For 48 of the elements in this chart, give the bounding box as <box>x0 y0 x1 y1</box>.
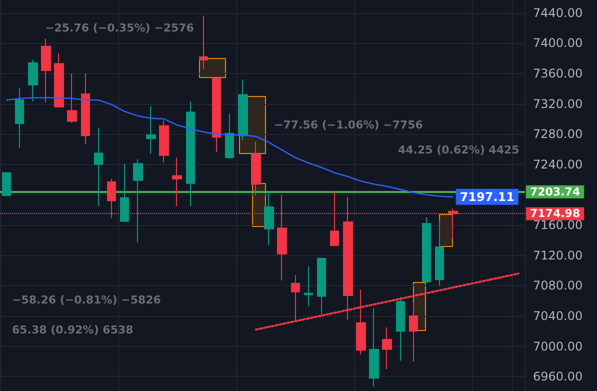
candlestick <box>212 78 221 153</box>
candlestick <box>133 158 143 243</box>
candlestick <box>225 113 234 159</box>
y-tick-label: 7440.00 <box>533 6 583 20</box>
candlestick <box>238 79 248 141</box>
candlestick <box>2 172 11 196</box>
candlestick <box>54 52 64 108</box>
y-tick-label: 7280.00 <box>533 127 583 142</box>
y-tick-label: 7400.00 <box>533 36 583 50</box>
candlestick <box>186 101 195 207</box>
candlestick <box>199 15 208 70</box>
candlestick <box>146 106 156 154</box>
candlestick <box>67 73 77 124</box>
candlestick <box>41 38 51 103</box>
data-label: 7197.11 <box>460 190 514 204</box>
y-tick-label: 7240.00 <box>533 157 583 172</box>
candlestick <box>304 265 313 307</box>
annotation: 65.38 (0.92%) 6538 <box>12 324 134 336</box>
candlestick <box>369 308 379 387</box>
candlestick <box>264 191 274 246</box>
candlestick <box>396 296 405 362</box>
y-tick-label: 7160.00 <box>533 218 583 232</box>
y-tick-label: 7320.00 <box>533 96 583 111</box>
candlestick <box>251 141 261 196</box>
annotation: −58.26 (−0.81%) −5826 <box>12 294 162 306</box>
candlestick <box>172 157 182 207</box>
candlestick <box>94 128 103 207</box>
candlestick <box>435 220 444 286</box>
y-tick-label: 7080.00 <box>533 278 583 293</box>
candlestick <box>15 87 24 148</box>
y-tick-label: 7040.00 <box>533 308 583 323</box>
y-tick-label: 7120.00 <box>533 248 583 262</box>
candlestick <box>422 216 431 282</box>
y-tick-label: 6960.00 <box>533 370 583 384</box>
y-tick-label: 7360.00 <box>533 66 583 80</box>
candlestick <box>317 257 326 315</box>
candlestick <box>159 120 169 163</box>
candlestick <box>28 59 38 102</box>
annotation: −25.76 (−0.35%) −2576 <box>45 22 194 34</box>
ref-line-label: 7203.74 <box>530 185 580 198</box>
candlestick <box>120 163 129 222</box>
annotation: 44.25 (0.62%) 4425 <box>398 144 520 156</box>
y-tick-label: 7000.00 <box>533 339 583 354</box>
candlestick <box>81 73 90 144</box>
candlestick <box>409 302 418 362</box>
ref-line-label: 7174.98 <box>530 207 580 220</box>
annotation: −77.56 (−1.06%) −7756 <box>274 118 424 132</box>
candlestick <box>382 326 392 370</box>
